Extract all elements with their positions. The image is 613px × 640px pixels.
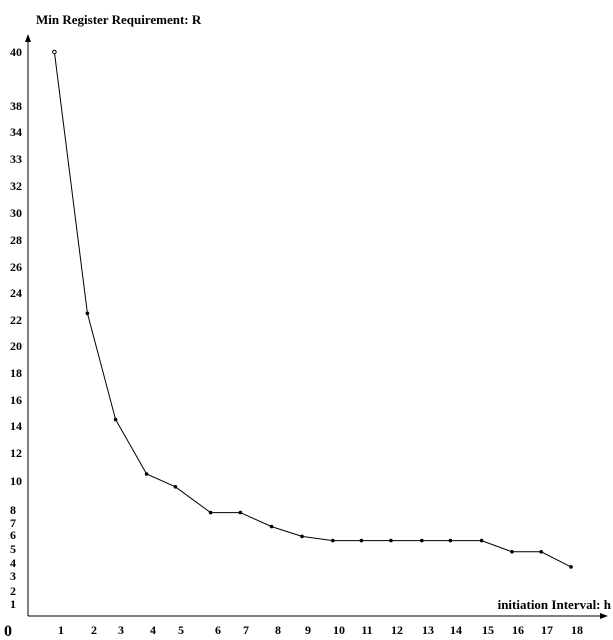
data-point (52, 49, 57, 55)
y-tick-label: 22 (10, 313, 22, 327)
data-point (300, 534, 304, 539)
y-tick-label: 26 (10, 260, 22, 274)
y-tick-label: 6 (10, 528, 16, 542)
x-tick-label: 15 (482, 623, 494, 637)
y-tick-label: 1 (10, 597, 16, 611)
data-point (144, 472, 149, 476)
data-point (208, 510, 213, 515)
x-axis-arrow (600, 613, 608, 619)
origin-label: 0 (4, 623, 12, 640)
y-tick-label: 28 (10, 233, 22, 247)
y-tick-label: 12 (10, 446, 22, 460)
y-tick-label: 33 (10, 152, 22, 166)
data-point (359, 538, 364, 543)
y-tick-label: 16 (10, 393, 22, 407)
y-tick-label: 18 (10, 366, 22, 380)
data-point (173, 485, 178, 489)
data-point (85, 311, 90, 316)
x-tick-label: 16 (512, 623, 524, 637)
x-tick-label: 2 (91, 623, 97, 637)
y-tick-label: 40 (10, 45, 22, 59)
x-axis-title: initiation Interval: h (498, 597, 612, 612)
y-tick-label: 4 (10, 556, 16, 570)
y-tick-label: 38 (10, 99, 22, 113)
y-tick-label: 32 (10, 179, 22, 193)
x-tick-label: 14 (450, 623, 462, 637)
y-axis-title: Min Register Requirement: R (36, 12, 202, 27)
x-tick-label: 13 (422, 623, 434, 637)
x-tick-label: 5 (178, 623, 184, 637)
axes (25, 34, 608, 619)
y-tick-label: 34 (10, 125, 22, 139)
data-point (539, 550, 543, 554)
x-tick-label: 11 (361, 623, 372, 637)
y-tick-label: 8 (10, 503, 16, 517)
y-tick-label: 2 (10, 584, 16, 598)
data-point (331, 538, 335, 543)
y-tick-label: 24 (10, 286, 22, 300)
x-tick-label: 6 (215, 623, 221, 637)
data-point (269, 524, 274, 529)
series-line (53, 51, 572, 568)
x-tick-label: 8 (275, 623, 281, 637)
y-tick-label: 20 (10, 339, 22, 353)
x-tick-label: 3 (118, 623, 124, 637)
data-point (389, 538, 393, 543)
y-tick-label: 7 (10, 516, 16, 530)
y-tick-label: 10 (10, 474, 22, 488)
data-point (510, 550, 514, 554)
x-tick-labels: 1 2 3 4 5 6 7 8 9 10 11 12 13 14 15 16 17 18 (58, 623, 583, 637)
data-points (52, 49, 573, 569)
y-tick-label: 30 (10, 206, 22, 220)
data-point (569, 565, 573, 569)
data-point (420, 538, 424, 543)
y-tick-label: 14 (10, 419, 22, 433)
x-tick-label: 7 (243, 623, 249, 637)
x-tick-label: 18 (571, 623, 583, 637)
x-tick-label: 1 (58, 623, 64, 637)
x-tick-label: 17 (541, 623, 553, 637)
data-point (113, 417, 118, 422)
y-tick-label: 5 (10, 542, 16, 556)
y-axis-arrow (25, 34, 31, 42)
data-point (448, 538, 453, 543)
data-point (238, 510, 243, 515)
x-tick-label: 10 (333, 623, 345, 637)
x-tick-label: 12 (391, 623, 403, 637)
x-tick-label: 9 (305, 623, 311, 637)
y-tick-label: 3 (10, 569, 16, 583)
x-tick-label: 4 (150, 623, 156, 637)
data-point (479, 538, 484, 543)
